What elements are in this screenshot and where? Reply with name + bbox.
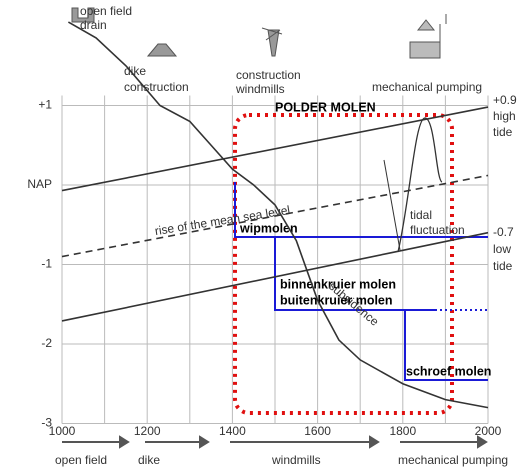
x-tick-label: 1800	[389, 424, 416, 438]
annotation: windmills	[235, 82, 285, 96]
x-tick-label: 2000	[475, 424, 502, 438]
annotation: low	[493, 242, 511, 256]
annotation: fluctuation	[410, 223, 465, 237]
annotation: +0.9	[493, 93, 517, 107]
annotation: tidal	[410, 208, 432, 222]
annotation: schroef molen	[406, 364, 491, 378]
chart: open field drain dike construction const…	[0, 0, 529, 468]
x-tick-label: 1200	[134, 424, 161, 438]
annotation: tide	[493, 125, 513, 139]
annotation: tide	[493, 259, 513, 273]
x-tick-label: 1400	[219, 424, 246, 438]
x-tick-label: 1600	[304, 424, 331, 438]
x-tick-label: 1000	[49, 424, 76, 438]
y-tick-label: -2	[41, 336, 52, 350]
y-tick-label: +1	[38, 98, 52, 112]
annotation: construction	[124, 80, 189, 94]
annotation: POLDER MOLEN	[275, 100, 376, 114]
annotation: -0.7	[493, 225, 514, 239]
period-label: dike	[138, 453, 160, 467]
annotation: high	[493, 109, 516, 123]
annotation: open field	[80, 4, 132, 18]
annotation: mechanical pumping	[372, 80, 482, 94]
period-arrows	[62, 437, 486, 447]
period-label: mechanical pumping	[398, 453, 508, 467]
y-tick-label: -1	[41, 257, 52, 271]
annotation: construction	[236, 68, 301, 82]
y-tick-label: NAP	[27, 177, 52, 191]
period-label: open field	[55, 453, 107, 467]
period-label: windmills	[271, 453, 321, 467]
